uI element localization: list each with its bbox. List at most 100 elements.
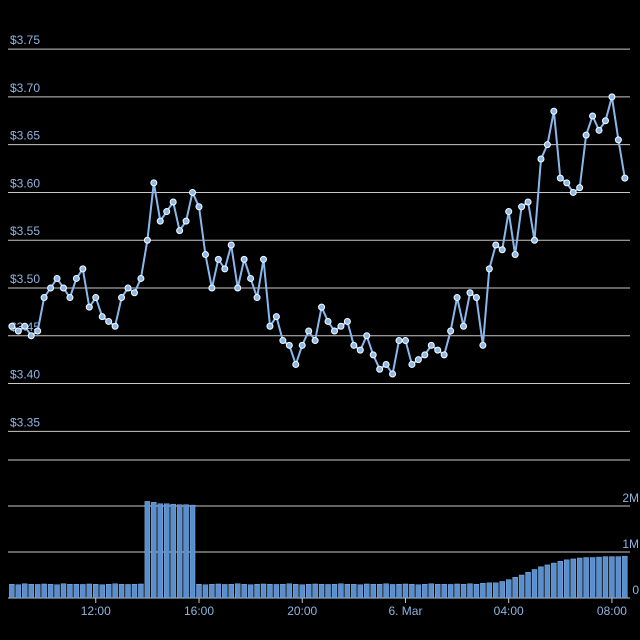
price-point (34, 327, 42, 335)
volume-bar (125, 584, 131, 599)
volume-bar (299, 584, 305, 599)
price-point (234, 284, 242, 292)
volume-bar (602, 556, 609, 599)
price-point (221, 265, 229, 273)
price-point (343, 317, 351, 325)
volume-bar (493, 582, 499, 599)
volume-bar (505, 579, 512, 599)
price-point (272, 313, 280, 321)
volume-bar (622, 555, 628, 599)
price-point (40, 294, 48, 302)
y-tick-label: $3.50 (10, 272, 40, 286)
price-point (453, 294, 461, 302)
price-point (111, 322, 119, 330)
volume-bar (596, 556, 602, 599)
price-point (356, 346, 364, 354)
price-point (595, 126, 603, 134)
y-tick-label: $3.55 (10, 224, 40, 238)
price-point (466, 289, 474, 297)
volume-bar (351, 584, 357, 599)
price-point (389, 370, 397, 378)
volume-bar (151, 502, 157, 599)
price-point (72, 274, 80, 282)
price-point (382, 360, 390, 368)
price-point (176, 227, 184, 235)
price-point (601, 117, 609, 125)
volume-bar (557, 561, 564, 599)
volume-bar (280, 584, 286, 599)
volume-bar (67, 584, 73, 599)
volume-bar (422, 584, 428, 599)
price-point (8, 322, 16, 330)
volume-bar (131, 584, 138, 599)
volume-bar (189, 504, 196, 599)
volume-bar (80, 584, 86, 599)
volume-bar (260, 583, 267, 599)
volume-bar (589, 557, 596, 599)
price-point (498, 246, 506, 254)
price-point (305, 327, 313, 335)
y-tick-label: 1M (622, 537, 639, 551)
volume-bar (176, 504, 183, 599)
volume-bar (47, 584, 54, 599)
volume-bar (28, 584, 34, 599)
price-point (105, 317, 113, 325)
volume-bar (73, 584, 80, 599)
price-point (266, 322, 274, 330)
volume-bar (170, 503, 176, 599)
volume-bar (209, 584, 215, 599)
price-point (253, 294, 261, 302)
volume-bar (609, 556, 615, 599)
price-point (582, 131, 590, 139)
price-point (414, 356, 422, 364)
y-tick-label: $3.75 (10, 33, 40, 47)
volume-bar (338, 583, 344, 599)
price-point (214, 255, 222, 263)
price-point (47, 284, 55, 292)
volume-bar (441, 584, 447, 599)
volume-bar (34, 584, 41, 599)
price-point (311, 337, 319, 345)
price-point (576, 184, 584, 192)
price-point (201, 251, 209, 259)
price-point (124, 284, 132, 292)
price-point (285, 341, 293, 349)
y-tick-label: $3.70 (10, 81, 40, 95)
volume-bar (525, 572, 531, 599)
volume-bar (305, 584, 312, 599)
price-point (195, 203, 203, 211)
volume-bar (144, 501, 151, 599)
volume-bar (531, 569, 538, 599)
volume-bar (254, 584, 260, 599)
volume-bar (583, 557, 589, 599)
price-point (98, 313, 106, 321)
volume-bar (480, 583, 486, 599)
y-tick-label: 0 (632, 583, 639, 597)
volume-bar (54, 584, 60, 599)
volume-bar (93, 584, 99, 599)
volume-bar (112, 583, 118, 599)
price-point (408, 360, 416, 368)
volume-bar (273, 584, 280, 599)
price-point (485, 265, 493, 273)
price-point (440, 351, 448, 359)
price-point (350, 341, 358, 349)
price-point (53, 274, 61, 282)
volume-bar (460, 584, 467, 599)
price-point (150, 179, 158, 187)
volume-bar (499, 581, 505, 599)
price-point (318, 303, 326, 311)
volume-bar (357, 584, 363, 599)
volume-bar (183, 504, 189, 599)
volume-bar (364, 583, 370, 599)
volume-bar (415, 584, 422, 599)
price-point (337, 322, 345, 330)
price-point (324, 317, 332, 325)
price-point (608, 93, 616, 101)
price-point (240, 255, 248, 263)
price-point (182, 217, 190, 225)
volume-bar (325, 584, 331, 599)
volume-bar (570, 558, 576, 599)
volume-bar (241, 584, 247, 599)
